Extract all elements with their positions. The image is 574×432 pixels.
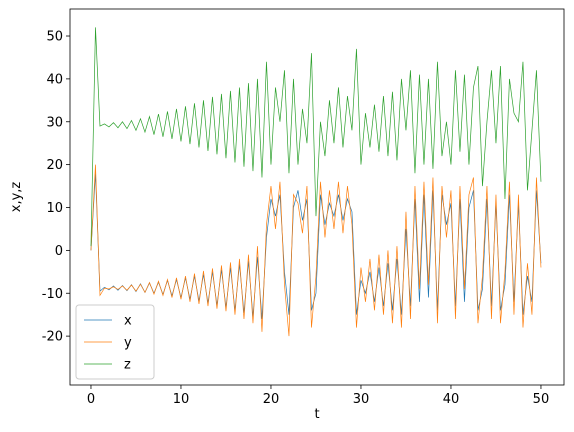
y-axis-label: x,y,z [9,182,24,213]
y-tick-label: 20 [46,158,63,173]
x-tick-label: 0 [87,392,95,407]
y-tick-label: 50 [46,30,63,45]
data-line [90,173,542,319]
data-line [90,164,542,337]
x-axis-label: t [314,407,319,422]
y-tick-label: 40 [46,72,63,87]
x-tick-label: 20 [263,392,280,407]
y-tick-label: 0 [55,244,63,259]
y-tick-label: 30 [46,115,63,130]
y-tick-label: -20 [42,330,63,345]
y-tick-label: 10 [46,201,63,216]
legend-label: x [124,314,132,329]
x-tick-label: 50 [533,392,550,407]
x-tick-label: 30 [353,392,370,407]
x-tick-label: 40 [443,392,460,407]
legend-box [75,304,155,380]
x-tick-label: 10 [173,392,190,407]
plot-frame [69,8,565,386]
data-line [90,27,542,247]
y-tick-label: -10 [42,287,63,302]
legend-label: y [124,336,132,351]
legend-label: z [124,358,131,373]
